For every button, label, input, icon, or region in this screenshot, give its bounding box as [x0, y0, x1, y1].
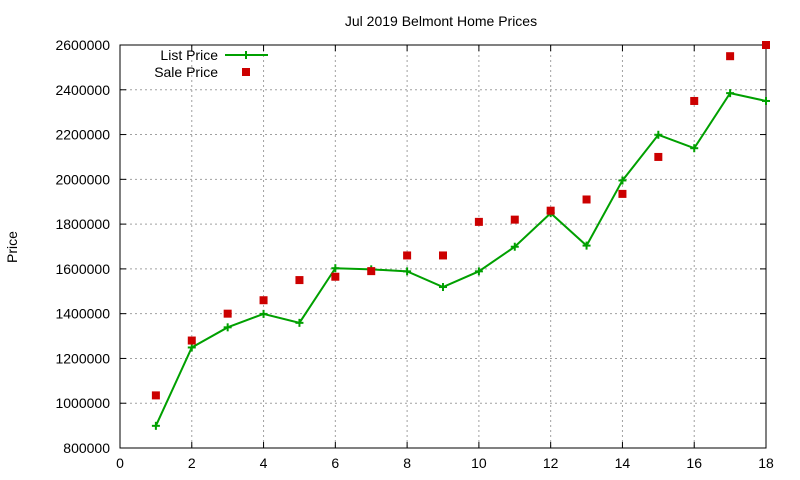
data-point [151, 391, 160, 400]
x-tick-label: 4 [260, 455, 268, 471]
data-point [618, 189, 627, 198]
x-tick-label: 6 [331, 455, 339, 471]
data-point [474, 217, 483, 226]
y-tick-label: 1600000 [55, 261, 110, 277]
series-0 [151, 89, 770, 430]
data-point [295, 318, 304, 327]
x-tick-label: 2 [188, 455, 196, 471]
y-tick-label: 2200000 [55, 127, 110, 143]
data-point [187, 343, 196, 352]
legend-swatch-1 [242, 68, 250, 76]
y-tick-label: 1400000 [55, 306, 110, 322]
x-tick-label: 16 [686, 455, 702, 471]
data-point [259, 296, 268, 305]
y-tick-label: 800000 [63, 440, 110, 456]
series-1 [151, 41, 770, 400]
x-tick-label: 18 [758, 455, 774, 471]
data-point [546, 206, 555, 215]
y-tick-label: 2600000 [55, 37, 110, 53]
y-tick-label: 2000000 [55, 171, 110, 187]
axis-ticks: 800000 1000000 1200000 1400000 1600000 180000… [55, 37, 774, 471]
x-tick-label: 12 [543, 455, 559, 471]
data-point [474, 267, 483, 276]
legend-label-list-price: List Price [160, 47, 218, 63]
x-tick-label: 0 [116, 455, 124, 471]
y-axis-label: Price [4, 231, 20, 263]
data-point [510, 215, 519, 224]
data-point [654, 152, 663, 161]
data-point [582, 241, 591, 250]
grid [120, 45, 766, 448]
data-point [331, 272, 340, 281]
legend-swatch-0 [225, 51, 268, 59]
legend-marker [242, 51, 250, 59]
y-tick-label: 1800000 [55, 216, 110, 232]
data-point [439, 283, 447, 292]
data-point [439, 251, 447, 260]
y-tick-label: 2400000 [55, 82, 110, 98]
data-point [367, 267, 376, 276]
data-point [403, 251, 412, 260]
data-point [331, 264, 340, 273]
legend: List Price Sale Price [154, 47, 268, 80]
x-tick-label: 10 [471, 455, 487, 471]
data-point [726, 89, 735, 98]
series-line [154, 92, 767, 427]
data-point [618, 176, 627, 185]
data-point [223, 323, 232, 332]
data-point [690, 144, 699, 153]
data-point [187, 336, 196, 345]
x-tick-label: 8 [403, 455, 411, 471]
y-tick-label: 1000000 [55, 395, 110, 411]
data-point [690, 96, 699, 105]
data-point [726, 52, 735, 61]
data-point [223, 309, 232, 318]
data-point [403, 267, 412, 276]
legend-marker [242, 68, 250, 76]
plot-frame [119, 44, 767, 449]
data-point [151, 421, 160, 430]
chart-title: Jul 2019 Belmont Home Prices [345, 13, 537, 29]
data-point [295, 276, 304, 285]
data-point [762, 41, 770, 49]
x-tick-label: 14 [615, 455, 631, 471]
data-point [762, 96, 770, 105]
data-point [259, 309, 268, 318]
legend-label-sale-price: Sale Price [154, 64, 218, 80]
data-point [510, 242, 519, 251]
y-tick-label: 1200000 [55, 350, 110, 366]
series [151, 41, 770, 430]
data-point [582, 195, 591, 204]
data-point [654, 130, 663, 139]
